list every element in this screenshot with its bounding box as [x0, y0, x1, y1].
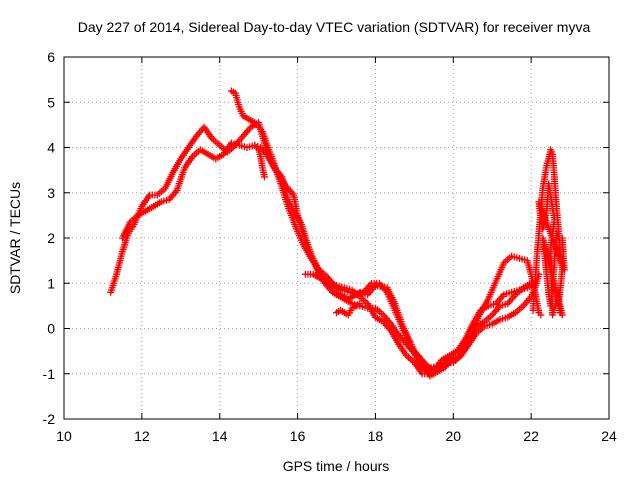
data-point	[356, 300, 364, 308]
y-tick-label: -1	[43, 366, 56, 382]
y-tick-label: 2	[47, 230, 55, 246]
y-axis-label: SDTVAR / TECUs	[7, 182, 23, 294]
data-points	[107, 87, 568, 380]
y-tick-label: 6	[47, 49, 55, 65]
x-tick-label: 24	[601, 428, 617, 444]
grid-lines	[64, 57, 609, 419]
x-tick-label: 12	[134, 428, 150, 444]
x-axis-label: GPS time / hours	[283, 458, 390, 474]
y-tick-label: 5	[47, 94, 55, 110]
y-tick-labels: -2 -1 0 1 2 3 4 5 6	[43, 49, 56, 427]
y-tick-label: 3	[47, 185, 55, 201]
x-tick-label: 18	[368, 428, 384, 444]
x-tick-label: 20	[445, 428, 461, 444]
series-track-f	[251, 141, 268, 181]
y-tick-label: 0	[47, 321, 55, 337]
x-tick-label: 16	[290, 428, 306, 444]
series-track-e	[333, 300, 364, 319]
data-point	[537, 311, 545, 319]
series-spike	[529, 146, 568, 319]
series-track-c	[227, 87, 535, 375]
data-point	[552, 297, 560, 305]
data-point	[260, 173, 268, 181]
x-tick-label: 22	[523, 428, 539, 444]
y-tick-label: 1	[47, 275, 55, 291]
x-tick-label: 14	[212, 428, 228, 444]
axis-ticks	[63, 56, 610, 420]
series-track-b	[118, 139, 539, 380]
chart-title: Day 227 of 2014, Sidereal Day-to-day VTE…	[78, 19, 591, 35]
y-tick-label: -2	[43, 411, 56, 427]
x-tick-label: 10	[56, 428, 72, 444]
y-tick-label: 4	[47, 140, 55, 156]
x-tick-labels: 10 12 14 16 18 20 22 24	[56, 428, 617, 444]
